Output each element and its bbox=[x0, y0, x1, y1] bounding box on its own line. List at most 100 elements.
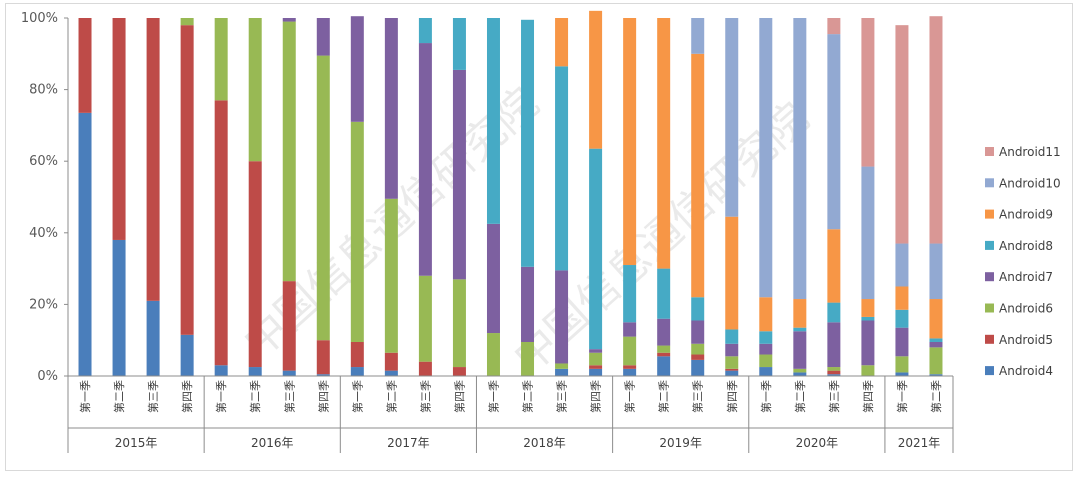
bar-segment-android9 bbox=[793, 299, 807, 328]
bar-segment-android5 bbox=[282, 281, 296, 371]
bar-segment-android10 bbox=[861, 166, 875, 300]
bar-segment-android5 bbox=[452, 367, 466, 376]
x-tick-label: 第四季 bbox=[725, 380, 739, 413]
bar-segment-android4 bbox=[929, 374, 943, 376]
bar-segment-android4 bbox=[350, 367, 364, 376]
bar-segment-android5 bbox=[112, 18, 126, 240]
bar-segment-android8 bbox=[725, 329, 739, 344]
x-tick-label: 第三季 bbox=[418, 380, 432, 413]
x-tick-label: 第二季 bbox=[521, 380, 535, 413]
bar-segment-android6 bbox=[793, 368, 807, 373]
year-label: 2017年 bbox=[387, 436, 430, 450]
legend-swatch bbox=[985, 209, 994, 219]
bar-segment-android7 bbox=[759, 343, 773, 355]
y-tick-label: 60% bbox=[29, 154, 58, 169]
bar-segment-android10 bbox=[691, 18, 705, 54]
bar-segment-android11 bbox=[929, 16, 943, 244]
bar-segment-android9 bbox=[555, 18, 569, 67]
bar-segment-android7 bbox=[929, 341, 943, 348]
x-tick-label: 第二季 bbox=[384, 380, 398, 413]
legend-swatch bbox=[985, 366, 994, 376]
x-tick-label: 第二季 bbox=[793, 380, 807, 413]
bar-segment-android8 bbox=[793, 327, 807, 332]
legend-label: Android4 bbox=[999, 364, 1053, 378]
year-label: 2019年 bbox=[659, 436, 702, 450]
x-tick-label: 第二季 bbox=[248, 380, 262, 413]
year-label: 2016年 bbox=[251, 436, 294, 450]
year-label: 2020年 bbox=[796, 436, 839, 450]
bar-segment-android8 bbox=[929, 338, 943, 342]
bar-segment-android4 bbox=[725, 370, 739, 376]
bar-segment-android10 bbox=[793, 18, 807, 300]
x-tick-label: 第一季 bbox=[759, 380, 773, 413]
bar-segment-android11 bbox=[827, 18, 841, 35]
legend-swatch bbox=[985, 334, 994, 344]
bar-segment-android4 bbox=[282, 370, 296, 376]
bar-segment-android8 bbox=[623, 265, 637, 323]
bar-segment-android6 bbox=[929, 347, 943, 375]
legend-label: Android8 bbox=[999, 239, 1053, 253]
bar-segment-android4 bbox=[214, 365, 228, 376]
bar-segment-android10 bbox=[827, 34, 841, 230]
bar-segment-android6 bbox=[691, 343, 705, 355]
bar-segment-android9 bbox=[691, 53, 705, 298]
bar-segment-android5 bbox=[418, 361, 432, 376]
bar-segment-android5 bbox=[691, 354, 705, 360]
bar-segment-android8 bbox=[521, 19, 535, 267]
x-tick-label: 第四季 bbox=[180, 380, 194, 413]
bar-segment-android4 bbox=[384, 370, 398, 376]
bar-segment-android4 bbox=[78, 112, 92, 377]
bar-segment-android4 bbox=[759, 367, 773, 376]
bar-segment-android9 bbox=[759, 297, 773, 332]
x-tick-label: 第三季 bbox=[827, 380, 841, 413]
x-tick-label: 第二季 bbox=[929, 380, 943, 413]
bar-segment-android4 bbox=[180, 334, 194, 376]
bar-segment-android6 bbox=[827, 367, 841, 371]
y-tick-label: 20% bbox=[29, 297, 58, 312]
bar-segment-android9 bbox=[929, 299, 943, 339]
bar-segment-android8 bbox=[691, 297, 705, 321]
year-label: 2021年 bbox=[898, 436, 941, 450]
bar-segment-android10 bbox=[929, 243, 943, 300]
bar-segment-android6 bbox=[214, 18, 228, 101]
bar-segment-android7 bbox=[350, 16, 364, 122]
bar-segment-android5 bbox=[78, 18, 92, 113]
bar-segment-android5 bbox=[146, 18, 160, 301]
x-tick-label: 第一季 bbox=[350, 380, 364, 413]
bar-segment-android4 bbox=[793, 372, 807, 376]
bar-segment-android6 bbox=[384, 198, 398, 353]
bar-segment-android6 bbox=[418, 275, 432, 362]
bar-segment-android4 bbox=[895, 372, 909, 376]
bar-segment-android4 bbox=[827, 374, 841, 376]
x-tick-label: 第四季 bbox=[589, 380, 603, 413]
bar-segment-android4 bbox=[691, 359, 705, 376]
bar-segment-android5 bbox=[180, 25, 194, 335]
bar-segment-android7 bbox=[827, 322, 841, 368]
bar-segment-android10 bbox=[725, 18, 739, 217]
bar-segment-android8 bbox=[555, 66, 569, 271]
bar-segment-android7 bbox=[316, 18, 330, 56]
bar-segment-android7 bbox=[623, 322, 637, 337]
bar-segment-android4 bbox=[555, 368, 569, 376]
bar-segment-android7 bbox=[452, 69, 466, 280]
legend-label: Android11 bbox=[999, 145, 1061, 159]
bar-segment-android6 bbox=[589, 352, 603, 366]
bar-segment-android6 bbox=[725, 356, 739, 369]
x-tick-label: 第四季 bbox=[316, 380, 330, 413]
bar-segment-android5 bbox=[657, 352, 671, 357]
bar-segment-android8 bbox=[759, 331, 773, 344]
bar-segment-android6 bbox=[282, 21, 296, 282]
bar-segment-android7 bbox=[657, 318, 671, 346]
bar-segment-android5 bbox=[316, 340, 330, 375]
x-tick-label: 第三季 bbox=[282, 380, 296, 413]
legend-label: Android10 bbox=[999, 176, 1061, 190]
bar-segment-android6 bbox=[316, 55, 330, 341]
bar-segment-android4 bbox=[146, 300, 160, 376]
year-label: 2015年 bbox=[115, 436, 158, 450]
bar-segment-android7 bbox=[895, 327, 909, 357]
x-tick-label: 第四季 bbox=[861, 380, 875, 413]
x-tick-label: 第二季 bbox=[657, 380, 671, 413]
bar-segment-android7 bbox=[521, 266, 535, 342]
bar-segment-android7 bbox=[793, 331, 807, 369]
